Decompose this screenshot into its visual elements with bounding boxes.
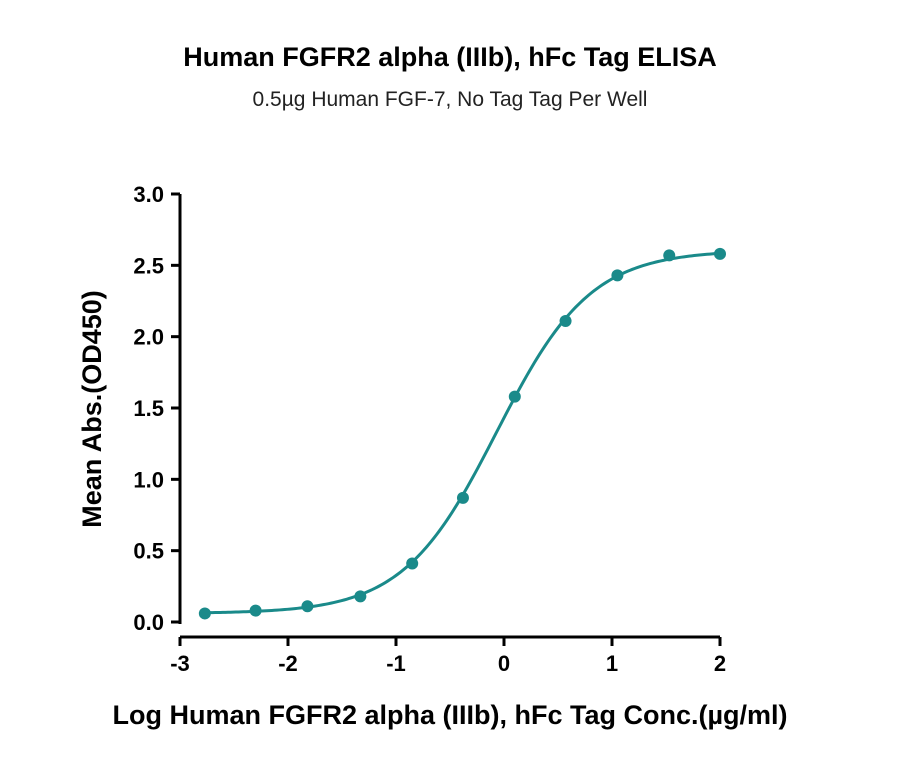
x-tick-label-3: 0	[498, 651, 510, 676]
y-tick-label-1: 0.5	[133, 539, 164, 564]
data-point	[611, 269, 624, 282]
x-tick-label-5: 2	[714, 651, 726, 676]
series-group	[198, 247, 726, 620]
x-axis-label: Log Human FGFR2 alpha (IIIb), hFc Tag Co…	[112, 700, 787, 730]
data-point	[354, 590, 367, 603]
data-point	[456, 491, 469, 504]
data-point	[714, 247, 726, 260]
fit-curve	[204, 251, 721, 615]
chart-title: Human FGFR2 alpha (IIIb), hFc Tag ELISA	[183, 42, 717, 72]
x-tick-label-4: 1	[606, 651, 618, 676]
data-point	[406, 557, 419, 570]
chart-subtitle: 0.5µg Human FGF-7, No Tag Tag Per Well	[253, 88, 648, 111]
y-tick-label-0: 0.0	[133, 610, 164, 635]
data-point	[663, 249, 676, 262]
data-point	[508, 390, 521, 403]
y-tick-label-2: 1.0	[133, 467, 164, 492]
y-axis-label: Mean Abs.(OD450)	[77, 290, 107, 528]
axes	[178, 194, 720, 639]
y-tick-label-5: 2.5	[133, 253, 164, 278]
data-point	[249, 604, 262, 617]
x-tick-label-0: -3	[170, 651, 190, 676]
x-tick-label-2: -1	[386, 651, 406, 676]
y-tick-label-3: 1.5	[133, 396, 164, 421]
data-point	[198, 607, 211, 620]
y-tick-label-4: 2.0	[133, 325, 164, 350]
data-point	[301, 600, 314, 613]
ticks: 0.0 0.5 1.0 1.5 2.0 2.5 3.0 -3 -2 -1 0 1 2	[133, 182, 726, 676]
data-point	[559, 314, 572, 327]
y-tick-label-6: 3.0	[133, 182, 164, 207]
x-tick-label-1: -2	[278, 651, 298, 676]
